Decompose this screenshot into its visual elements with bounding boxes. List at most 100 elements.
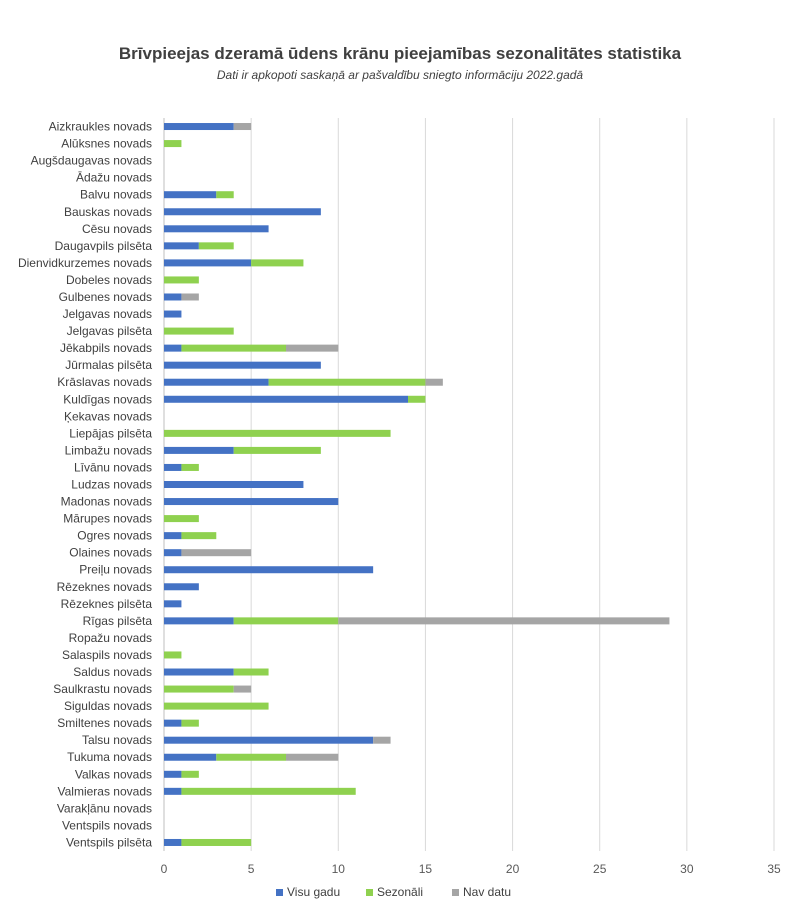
bar-segment [233, 123, 252, 131]
category-label: Mārupes novads [63, 512, 152, 526]
category-label: Ropažu novads [69, 631, 152, 645]
category-label: Madonas novads [61, 495, 152, 509]
bar-segment [181, 838, 252, 846]
bar-segment [164, 123, 234, 131]
bar-segment [164, 225, 269, 233]
category-label: Rīgas pilsēta [83, 614, 153, 628]
category-label: Preiļu novads [79, 563, 152, 577]
bar-segment [181, 532, 217, 540]
category-label: Aizkraukles novads [49, 120, 152, 134]
chart-subtitle: Dati ir apkopoti saskaņā ar pašvaldību s… [216, 68, 584, 82]
category-label: Ludzas novads [71, 478, 152, 492]
category-label: Jēkabpils novads [60, 341, 152, 355]
category-label: Ādažu novads [76, 171, 152, 185]
category-label: Jelgavas novads [63, 307, 152, 321]
bar-segment [164, 259, 252, 267]
bar-segment [181, 719, 199, 727]
x-tick-label: 20 [506, 862, 520, 876]
category-label: Olaines novads [69, 546, 152, 560]
category-label: Bauskas novads [64, 205, 152, 219]
category-label: Varakļānu novads [57, 801, 152, 815]
bar-segment [164, 310, 182, 318]
category-label: Saulkrastu novads [53, 682, 152, 696]
x-tick-label: 25 [593, 862, 607, 876]
category-label: Rēzeknes pilsēta [61, 597, 153, 611]
bar-segment [233, 668, 269, 676]
category-label: Kuldīgas novads [63, 392, 152, 406]
legend-label: Nav datu [463, 885, 511, 899]
category-label: Talsu novads [82, 733, 152, 747]
category-label: Ogres novads [77, 529, 152, 543]
bar-segment [181, 549, 252, 557]
bar-segment [164, 719, 182, 727]
bar-segment [425, 378, 443, 386]
bar-segment [164, 583, 199, 591]
bar-segment [233, 685, 252, 693]
bar-segment [164, 327, 234, 335]
bar-segment [286, 344, 339, 352]
bar-segment [233, 617, 339, 625]
bar-segment [181, 344, 286, 352]
bar-segment [164, 753, 217, 761]
x-tick-label: 0 [161, 862, 168, 876]
category-label: Alūksnes novads [61, 137, 152, 151]
bar-segment [233, 446, 321, 454]
bar-segment [216, 191, 234, 199]
x-tick-label: 35 [767, 862, 781, 876]
bar-segment [164, 617, 234, 625]
x-tick-label: 30 [680, 862, 694, 876]
bar-segment [164, 293, 182, 301]
bar-segment [164, 838, 182, 846]
bar-segment [164, 685, 234, 693]
category-label: Tukuma novads [67, 750, 152, 764]
bar-segment [164, 378, 269, 386]
bar-segment [164, 446, 234, 454]
category-label: Ventspils novads [62, 818, 152, 832]
bar-segment [216, 753, 286, 761]
bar-segment [268, 378, 426, 386]
bar-segment [164, 532, 182, 540]
category-label: Dobeles novads [66, 273, 152, 287]
bar-segment [164, 600, 182, 608]
legend-swatch [276, 889, 283, 896]
category-label: Jelgavas pilsēta [67, 324, 153, 338]
category-label: Liepājas pilsēta [69, 426, 152, 440]
x-tick-label: 5 [248, 862, 255, 876]
legend-swatch [452, 889, 459, 896]
category-label: Siguldas novads [64, 699, 152, 713]
category-label: Ventspils pilsēta [66, 835, 152, 849]
bar-segment [251, 259, 304, 267]
category-label: Smiltenes novads [57, 716, 152, 730]
bar-segment [164, 140, 182, 148]
category-label: Rēzeknes novads [57, 580, 152, 594]
bar-segment [164, 787, 182, 795]
bar-segment [164, 549, 182, 557]
bar-segment [164, 191, 217, 199]
x-tick-label: 10 [332, 862, 346, 876]
category-label: Balvu novads [80, 188, 152, 202]
bar-segment [164, 515, 199, 523]
bar-segment [286, 753, 339, 761]
x-tick-label: 15 [419, 862, 433, 876]
bar-segment [373, 736, 391, 744]
bar-segment [181, 787, 356, 795]
bar-segment [164, 481, 304, 488]
bar-segment [164, 498, 339, 506]
chart-title: Brīvpieejas dzeramā ūdens krānu pieejamī… [118, 44, 682, 63]
bar-segment [164, 344, 182, 352]
bar-segment [164, 566, 374, 574]
bar-segment [164, 463, 182, 471]
bar-segment [164, 208, 321, 216]
bar-segment [181, 293, 199, 301]
category-label: Līvānu novads [74, 460, 152, 474]
category-label: Limbažu novads [65, 443, 152, 457]
bar-segment [338, 617, 670, 625]
category-label: Augšdaugavas novads [31, 154, 152, 168]
bar-segment [164, 429, 391, 437]
category-label: Jūrmalas pilsēta [65, 358, 152, 372]
bar-segment [164, 736, 374, 744]
bar-segment [408, 395, 426, 403]
bar-segment [198, 242, 234, 250]
